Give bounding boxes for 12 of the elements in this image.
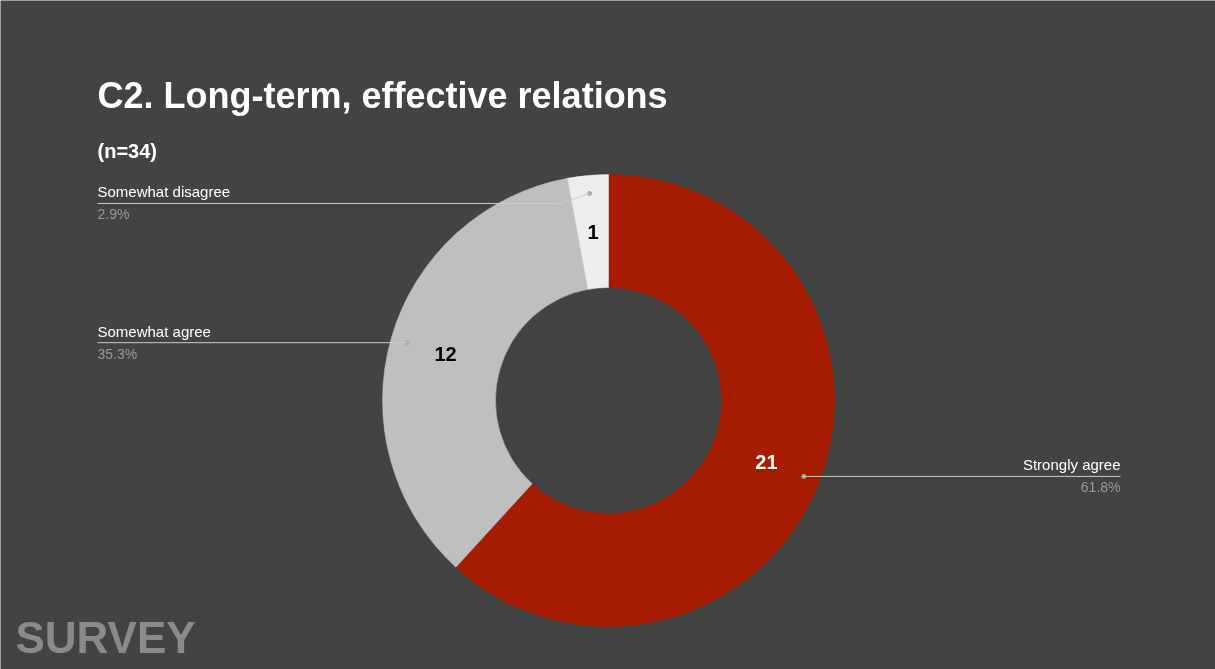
chart-subtitle: (n=34) <box>97 139 157 162</box>
data-label: 61.8% <box>1080 479 1121 496</box>
data-label: 35.3% <box>97 345 138 362</box>
data-label: 2.9% <box>97 206 130 223</box>
text: SURVEY <box>15 612 196 662</box>
slice-label: Strongly agree <box>1022 456 1121 474</box>
text: 1 <box>587 220 599 243</box>
slice-label: Somewhat disagree <box>97 183 231 201</box>
chart-title: C2. Long-term, effective relations <box>97 75 668 116</box>
text: 12 <box>434 342 457 365</box>
text: 21 <box>755 450 778 473</box>
slice-label: Somewhat agree <box>97 322 211 340</box>
